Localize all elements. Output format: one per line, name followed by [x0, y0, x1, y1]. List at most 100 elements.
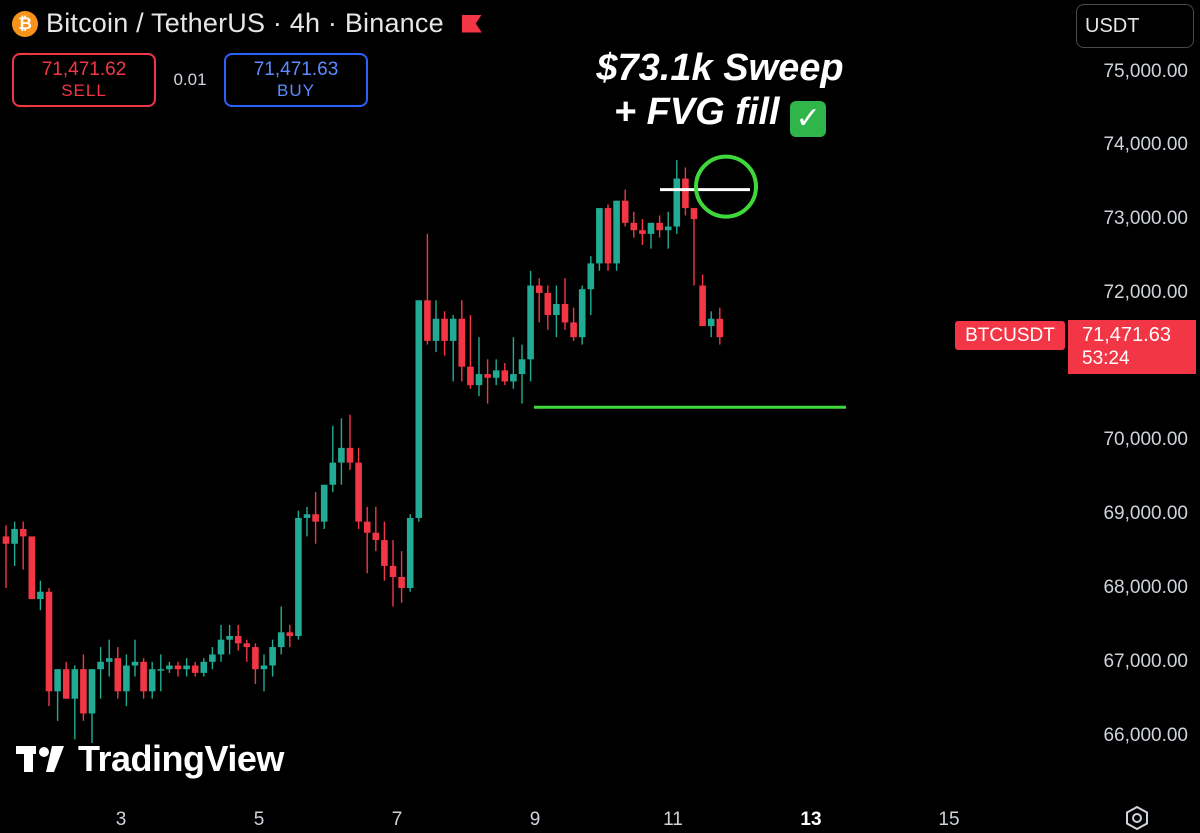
candle-body — [630, 222, 638, 231]
candle — [166, 661, 173, 673]
candle — [475, 337, 483, 397]
candle-body — [217, 639, 225, 655]
sell-label: SELL — [61, 81, 107, 100]
symbol-price-label: BTCUSDT — [955, 321, 1065, 350]
candle-body — [252, 647, 259, 670]
candle — [19, 521, 27, 570]
candle-body — [484, 374, 491, 378]
candle — [88, 669, 96, 743]
candle — [707, 311, 715, 338]
candle — [183, 658, 190, 677]
candle — [406, 514, 414, 592]
candle-body — [544, 292, 552, 316]
candle — [338, 418, 345, 485]
candle — [630, 211, 638, 238]
spread-value: 0.01 — [173, 70, 207, 89]
candle-body — [157, 669, 165, 671]
candle — [303, 506, 311, 537]
symbol-title: Bitcoin / TetherUS · 4h · Binance — [46, 8, 444, 38]
candle-body — [62, 669, 70, 699]
candle — [682, 167, 689, 216]
candle-body — [226, 635, 233, 640]
candle — [355, 447, 362, 530]
price-tick: 67,000.00 — [1103, 650, 1188, 672]
candle — [389, 540, 397, 607]
date-tick: 11 — [663, 809, 683, 830]
candle — [484, 359, 491, 404]
price-tick: 66,000.00 — [1103, 724, 1188, 746]
flag-icon[interactable] — [461, 14, 482, 33]
candle-body — [114, 658, 122, 692]
price-tick: 74,000.00 — [1103, 134, 1188, 156]
candle-body — [286, 632, 294, 636]
candle — [363, 506, 371, 574]
price-tick: 72,000.00 — [1103, 281, 1188, 303]
candle — [11, 521, 18, 566]
candle-body — [131, 661, 139, 666]
candle — [148, 661, 156, 699]
candle — [381, 521, 388, 581]
candle — [415, 300, 423, 522]
price-tick: 68,000.00 — [1103, 577, 1188, 599]
date-tick: 3 — [115, 809, 127, 830]
candle — [234, 624, 242, 651]
currency-selector[interactable]: USDT — [1076, 4, 1194, 48]
candle — [570, 307, 577, 341]
candle — [510, 337, 517, 389]
candle-body — [363, 521, 371, 533]
candle — [2, 525, 10, 589]
symbol-header[interactable]: ₿ Bitcoin / TetherUS · 4h · Binance — [12, 8, 482, 39]
candle — [518, 344, 526, 404]
settings-icon[interactable] — [1124, 805, 1150, 831]
candle-body — [707, 318, 715, 327]
candle — [269, 639, 276, 677]
candle-body — [295, 517, 302, 636]
candle-body — [613, 200, 620, 264]
candle — [312, 492, 319, 544]
candle-body — [209, 654, 216, 662]
candle — [277, 606, 285, 655]
bar-countdown: 53:24 — [1082, 348, 1130, 369]
candle-body — [28, 536, 36, 600]
candle-body — [561, 303, 569, 323]
candle — [716, 307, 724, 345]
candle-body — [372, 532, 380, 541]
candle-body — [647, 222, 655, 234]
candle — [398, 551, 405, 603]
candle-body — [303, 514, 311, 518]
candle-body — [682, 178, 689, 209]
candle — [252, 643, 259, 684]
candle-body — [656, 222, 663, 231]
candle — [123, 654, 130, 707]
candle-body — [45, 591, 53, 692]
candle-body — [2, 536, 10, 544]
candle-body — [527, 285, 534, 360]
date-tick: 7 — [391, 809, 403, 830]
sell-button[interactable]: 71,471.62 SELL — [12, 53, 156, 107]
candle-body — [140, 661, 147, 692]
candle — [587, 256, 595, 316]
candle-body — [200, 661, 208, 673]
candle — [535, 278, 543, 323]
candle — [114, 647, 122, 699]
buy-button[interactable]: 71,471.63 BUY — [224, 53, 368, 107]
candle-body — [699, 285, 706, 327]
candle — [329, 425, 337, 493]
candle-body — [406, 517, 414, 589]
candle-body — [449, 318, 457, 341]
candle — [639, 219, 646, 245]
candle-body — [381, 540, 388, 566]
candle — [54, 669, 61, 721]
candle — [458, 300, 466, 382]
candle-body — [166, 665, 173, 670]
price-tick: 69,000.00 — [1103, 503, 1188, 525]
candle — [699, 274, 706, 327]
last-price-tag: 71,471.63 53:24 — [1068, 320, 1196, 374]
candle-body — [578, 289, 586, 338]
candle-body — [673, 178, 681, 227]
candle-body — [424, 300, 431, 341]
date-tick: 13 — [800, 809, 822, 830]
candle-body — [123, 665, 130, 692]
candle — [260, 654, 268, 692]
